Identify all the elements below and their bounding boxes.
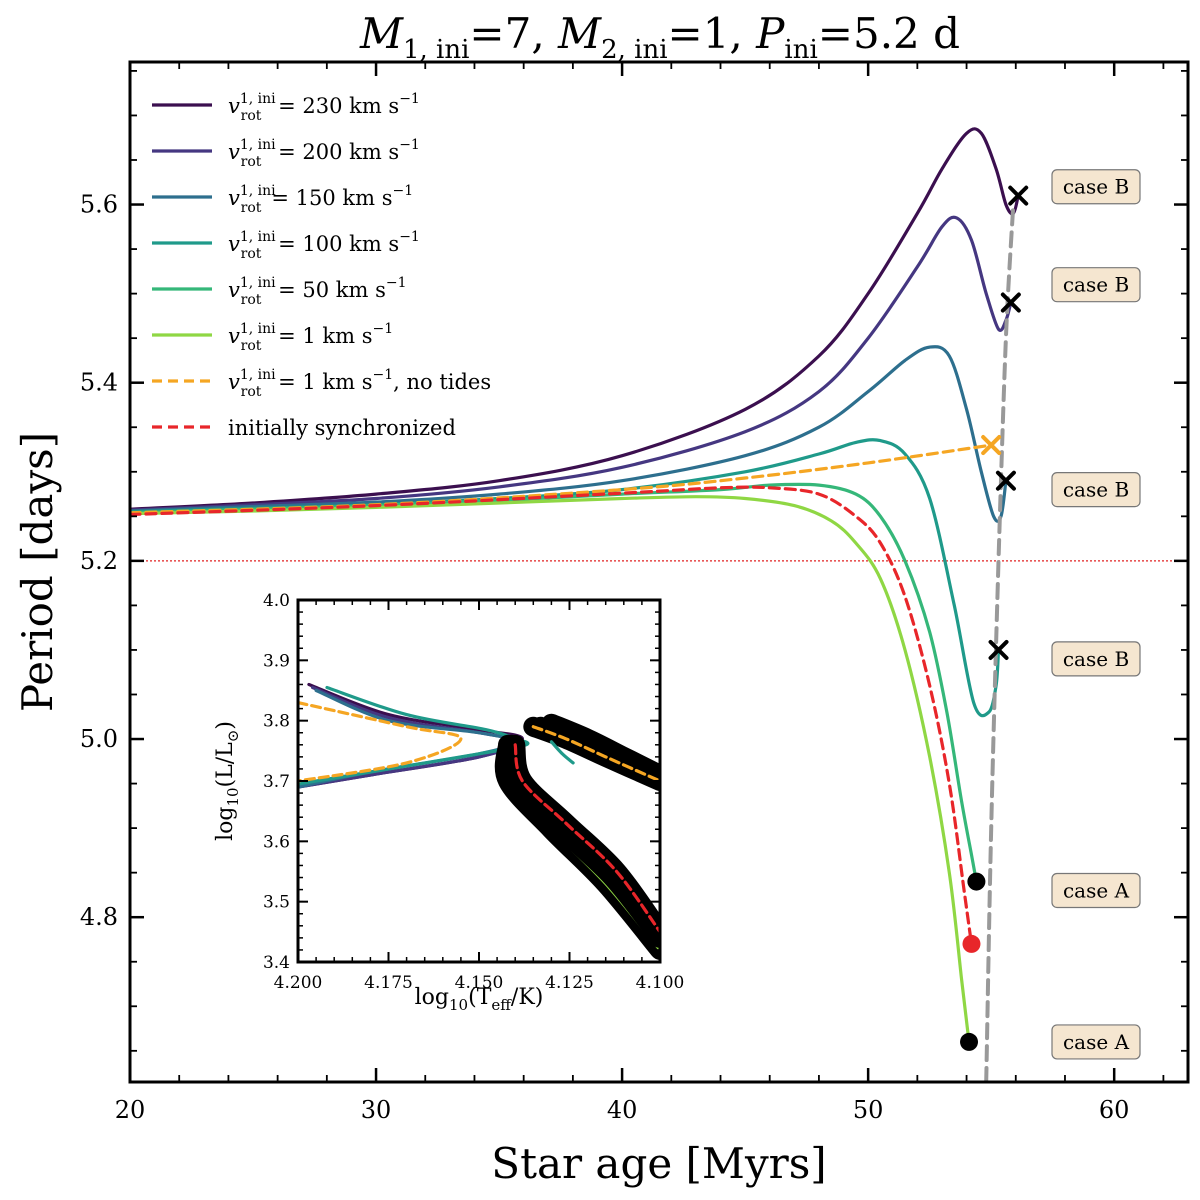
- legend-entry-0: v1, ini rot = 230 km s−1: [228, 91, 420, 124]
- case-label-box: [1051, 471, 1141, 508]
- legend-entry-6: v1, ini rot = 1 km s−1, no tides: [228, 367, 491, 400]
- circle-marker-6: [962, 934, 981, 953]
- case-label-text: case B: [1063, 273, 1129, 297]
- inset-track-3: [298, 685, 530, 786]
- y-tick-label: 5.2: [80, 547, 118, 575]
- circle-marker-7: [960, 1032, 979, 1051]
- inset-x-tick-label: 4.125: [545, 973, 594, 993]
- inset-x-tick-label: 4.100: [636, 973, 685, 993]
- inset-tracks-group: [298, 682, 660, 960]
- x-axis-label: Star age [Myrs]: [491, 1139, 826, 1188]
- y-tick-label: 5.4: [80, 369, 118, 397]
- hr-diagram-inset: 4.200 4.175 4.150 4.125 4.100 3.4 3.5 3.6 3.7 3.8…: [213, 591, 684, 1014]
- case-labels-group: case B case B case B case B case A case A: [1051, 169, 1141, 1060]
- series-line-8: [984, 202, 1016, 1082]
- inset-x-axis-label: log10(Teff/K): [415, 985, 544, 1014]
- x-tick-label: 60: [1099, 1096, 1130, 1124]
- legend-entry-5: v1, ini rot = 1 km s−1: [228, 321, 393, 354]
- case-label-box: [1051, 872, 1141, 909]
- y-axis-label: Period [days]: [13, 432, 62, 712]
- inset-y-tick-label: 3.6: [263, 832, 290, 852]
- inset-y-tick-label: 3.5: [263, 893, 290, 913]
- plot-frame: [128, 60, 1190, 1084]
- case-label-box: [1051, 641, 1141, 677]
- x-tick-label: 40: [607, 1096, 638, 1124]
- series-line-0: [130, 127, 1020, 511]
- series-group: [130, 127, 1020, 1082]
- inset-y-tick-label: 3.9: [263, 651, 290, 671]
- case-label-text: case A: [1063, 878, 1130, 902]
- case-label-text: case B: [1063, 478, 1129, 502]
- case-label-box: [1051, 267, 1141, 303]
- markers-group: [960, 185, 1029, 1051]
- chart-title: M1, ini=7, M2, ini=1, Pini=5.2 d: [359, 9, 960, 65]
- x-tick-label: 50: [853, 1096, 884, 1124]
- inset-track-4: [298, 701, 463, 783]
- case-label-text: case B: [1063, 175, 1129, 199]
- inset-track-11: [513, 743, 660, 934]
- circle-marker-5: [967, 872, 986, 891]
- legend-entry-7: initially synchronized: [228, 416, 456, 440]
- case-label-text: case B: [1063, 647, 1129, 671]
- cross-marker-4: [988, 639, 1009, 660]
- inset-x-tick-label: 4.200: [274, 973, 323, 993]
- series-line-1: [130, 215, 1013, 512]
- inset-track-8: [549, 740, 575, 765]
- legend-entry-4: v1, ini rot = 50 km s−1: [228, 275, 406, 308]
- inset-y-tick-label: 3.8: [263, 712, 290, 732]
- inset-x-tick-label: 4.150: [455, 973, 504, 993]
- inset-track-7: [531, 725, 660, 783]
- ticks-group: 20 30 40 50 60 4.8 5.0 5.2 5.4 5.6: [80, 62, 1188, 1124]
- y-tick-label: 4.8: [80, 903, 118, 931]
- legend-entry-2: v1, ini rot = 150 km s−1: [228, 183, 413, 216]
- legend-entry-3: v1, ini rot = 100 km s−1: [228, 229, 420, 262]
- series-line-2: [130, 345, 1008, 523]
- series-line-5: [130, 495, 971, 1044]
- x-tick-label: 20: [115, 1096, 146, 1124]
- series-line-7: [130, 485, 974, 946]
- x-tick-label: 30: [361, 1096, 392, 1124]
- inset-x-tick-label: 4.175: [364, 973, 413, 993]
- case-label-box: [1051, 1024, 1141, 1060]
- cross-marker-0: [1008, 185, 1029, 206]
- inset-background: [298, 600, 660, 962]
- cross-marker-1: [1000, 292, 1021, 313]
- inset-y-axis-label: log10(L/L⊙): [213, 721, 242, 841]
- inset-ticks-group: 4.200 4.175 4.150 4.125 4.100 3.4 3.5 3.6 3.7 3.8…: [263, 591, 684, 993]
- y-tick-label: 5.6: [80, 191, 118, 219]
- inset-y-tick-label: 3.4: [263, 953, 290, 973]
- case-label-box: [1051, 169, 1141, 205]
- inset-y-tick-label: 3.7: [263, 772, 290, 792]
- legend-entry-1: v1, ini rot = 200 km s−1: [228, 137, 420, 170]
- case-label-text: case A: [1063, 1030, 1130, 1054]
- y-tick-label: 5.0: [80, 725, 118, 753]
- cross-marker-3: [995, 470, 1016, 491]
- legend: v1, ini rot = 230 km s−1 v1, ini rot = 200 …: [152, 91, 491, 440]
- cross-marker-2: [981, 435, 1002, 456]
- inset-y-tick-label: 4.0: [263, 591, 290, 611]
